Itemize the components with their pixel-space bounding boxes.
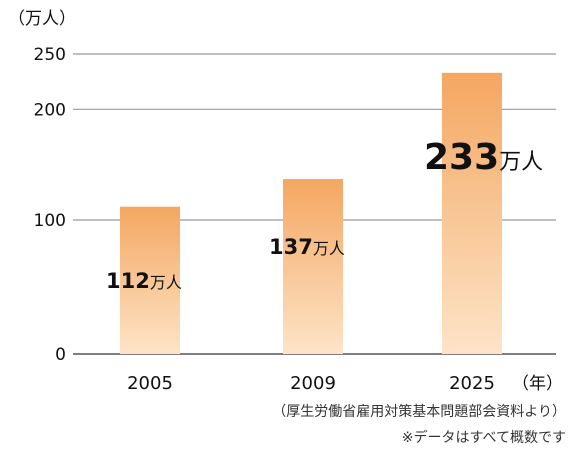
- x-tick-label: 2005: [127, 373, 173, 394]
- bar: [283, 179, 343, 354]
- disclaimer-note: ※データはすべて概数です: [402, 429, 566, 446]
- x-tick-label: 2025: [449, 373, 495, 394]
- data-label-value: 233: [424, 137, 499, 178]
- y-tick-label: 250: [34, 45, 66, 65]
- data-label: 137万人: [269, 235, 345, 259]
- bar: [120, 206, 180, 354]
- y-tick-label: 100: [34, 211, 66, 231]
- y-tick-label: 0: [55, 345, 66, 365]
- x-axis-unit-label: （年）: [512, 374, 563, 394]
- data-label-value: 112: [106, 269, 150, 293]
- x-tick-label: 2009: [290, 373, 336, 394]
- data-label-unit: 万人: [499, 150, 543, 175]
- source-note: （厚生労働省雇用対策基本問題部会資料より）: [272, 403, 566, 420]
- data-label: 112万人: [106, 269, 182, 293]
- y-tick-label: 200: [34, 100, 66, 120]
- bar: [442, 72, 502, 355]
- data-label-value: 137: [269, 235, 313, 259]
- bars: [120, 72, 502, 355]
- y-axis-ticks: 0 100 200 250: [34, 45, 66, 365]
- data-label: 233万人: [424, 137, 543, 178]
- x-axis-ticks: 2005 2009 2025: [127, 373, 495, 394]
- data-label-unit: 万人: [313, 239, 345, 258]
- y-axis-unit-label: （万人）: [8, 9, 76, 29]
- data-label-unit: 万人: [150, 273, 182, 292]
